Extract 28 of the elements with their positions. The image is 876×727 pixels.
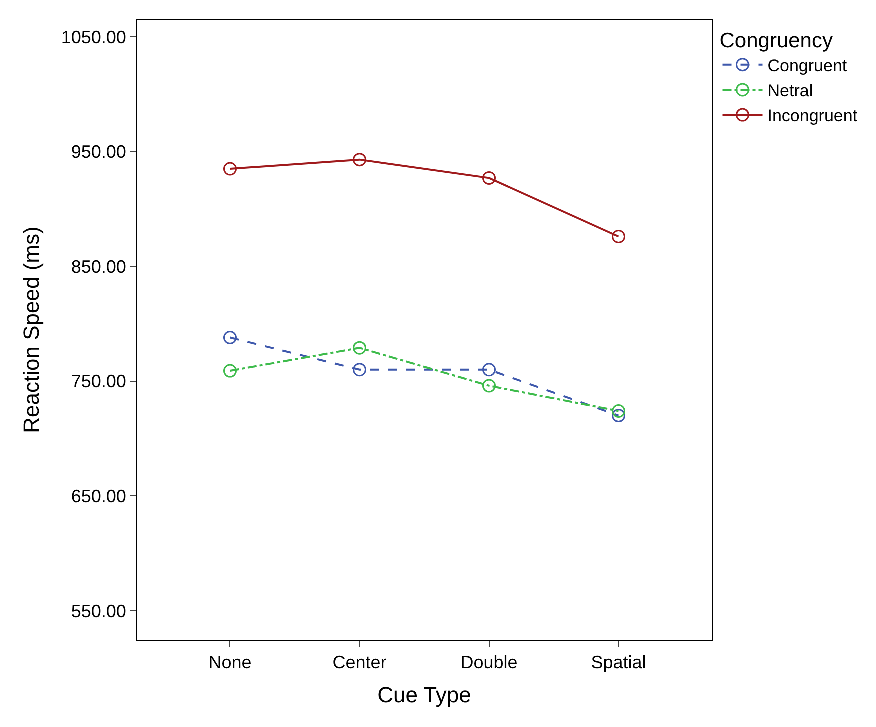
y-tick-label: 850.00 — [71, 256, 126, 277]
x-tick-label: None — [208, 652, 252, 673]
y-tick-label: 1050.00 — [61, 27, 126, 48]
legend-title: Congruency — [720, 29, 834, 52]
point — [482, 379, 496, 393]
point — [482, 363, 496, 377]
y-tick-label: 950.00 — [71, 142, 126, 162]
point — [612, 404, 626, 418]
point — [223, 331, 237, 344]
legend-label: Netral — [768, 82, 814, 101]
x-tick-label: Center — [332, 652, 387, 673]
x-tick-label: Spatial — [591, 652, 646, 673]
point — [353, 153, 366, 167]
point — [223, 162, 237, 176]
y-tick-label: 650.00 — [71, 486, 126, 506]
point — [223, 364, 237, 378]
y-axis-title: Reaction Speed (ms) — [19, 226, 44, 434]
y-tick-label: 750.00 — [71, 372, 126, 392]
legend-label: Congruent — [768, 56, 848, 76]
point — [353, 341, 366, 355]
point — [353, 363, 366, 377]
point — [612, 230, 626, 244]
y-tick-label: 550.00 — [71, 601, 126, 622]
point — [482, 171, 496, 185]
legend-label: Incongruent — [768, 106, 858, 126]
x-axis-title: Cue Type — [378, 682, 472, 708]
point — [612, 409, 626, 423]
x-tick-label: Double — [460, 652, 518, 673]
